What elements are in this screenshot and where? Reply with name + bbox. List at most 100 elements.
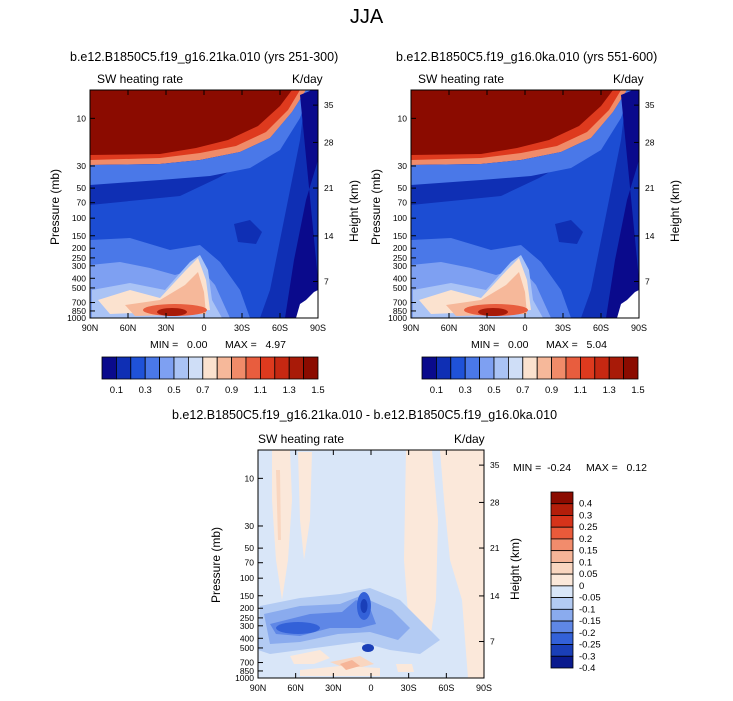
left-xtick-label: 30S	[234, 323, 250, 333]
left-cbar-box	[231, 356, 247, 380]
diff-max-label: MAX = 0.12	[586, 462, 647, 474]
diff-cbar-box	[550, 562, 574, 575]
right-ptick-label: 100	[393, 213, 407, 223]
left-ptick-label: 70	[77, 198, 87, 208]
left-cbar-box	[288, 356, 305, 380]
diff-cbar-box	[550, 655, 574, 669]
diff-ptick-label: 400	[240, 633, 254, 643]
right-htick-label: 14	[645, 231, 655, 241]
left-xtick-label: 90S	[310, 323, 326, 333]
figure-title: JJA	[349, 6, 384, 28]
left-ptick-label: 300	[72, 261, 86, 271]
diff-xtick-label: 60S	[438, 683, 454, 693]
left-ptick-label: 30	[77, 161, 87, 171]
diff-htick-label: 35	[490, 460, 500, 470]
left-ptick-label: 50	[77, 183, 87, 193]
left-min-label: MIN = 0.00	[150, 339, 208, 351]
diff-ptick-label: 70	[245, 558, 255, 568]
diff-htick-label: 14	[490, 591, 500, 601]
diff-cbar-box	[550, 491, 574, 505]
right-xtick-label: 30N	[479, 323, 496, 333]
diff-cbar-label: -0.05	[579, 593, 601, 604]
right-cbar-box	[435, 356, 452, 380]
diff-ptick-label: 150	[240, 591, 254, 601]
left-cbar-box	[159, 356, 175, 380]
diff-panel-title: b.e12.B1850C5.f19_g16.21ka.010 - b.e12.B…	[172, 408, 558, 422]
left-panel-variable-label: SW heating rate	[97, 72, 184, 86]
right-cbar-box	[450, 356, 466, 380]
left-ptick-label: 700	[72, 298, 86, 308]
right-cbar-label: 0.5	[487, 385, 500, 396]
diff-cbar-box	[550, 515, 574, 528]
right-cbar-label: 1.3	[603, 385, 616, 396]
left-htick-label: 14	[324, 231, 334, 241]
right-ptick-label: 30	[398, 161, 408, 171]
left-xtick-label: 60N	[120, 323, 137, 333]
left-cbar-label: 0.1	[110, 385, 123, 396]
colorbars: 0.1 0.3 0.5 0.7 0.9 1.1 1.3 1.5 0.1 0.3 0.5 0.7 0.9 1…	[101, 356, 645, 674]
diff-xtick-label: 30S	[401, 683, 417, 693]
left-ptick-label: 500	[72, 283, 86, 293]
diff-cbar-box	[550, 526, 574, 540]
diff-ptick-label: 850	[240, 666, 254, 676]
right-xtick-label: 90S	[631, 323, 647, 333]
left-cbar-label: 0.9	[225, 385, 238, 396]
left-cbar-box	[187, 356, 204, 380]
left-cbar-box	[116, 356, 132, 380]
diff-ptick-label: 700	[240, 658, 254, 668]
diff-ptick-label: 10	[245, 473, 255, 483]
left-htick-label: 7	[324, 277, 329, 287]
left-cbar-label: 0.3	[139, 385, 152, 396]
right-ptick-label: 500	[393, 283, 407, 293]
left-ptick-label: 100	[72, 213, 86, 223]
left-panel-title: b.e12.B1850C5.f19_g16.21ka.010 (yrs 251-…	[70, 50, 339, 64]
right-ptick-label: 10	[398, 113, 408, 123]
diff-cbar-label: 0.25	[579, 522, 598, 533]
left-cbar-box	[173, 356, 189, 380]
right-cbar-box	[536, 356, 553, 380]
right-panel-title: b.e12.B1850C5.f19_g16.0ka.010 (yrs 551-6…	[396, 50, 658, 64]
diff-cbar-box	[550, 608, 574, 622]
left-xtick-label: 0	[201, 323, 206, 333]
right-xtick-label: 30S	[555, 323, 571, 333]
right-cbar-box	[507, 356, 524, 380]
diff-heatmap	[258, 450, 484, 678]
right-ptick-label: 200	[393, 243, 407, 253]
left-cbar-label: 1.3	[283, 385, 296, 396]
diff-cbar-label: -0.2	[579, 628, 595, 639]
left-cbar-box	[130, 356, 146, 380]
right-cbar-label: 0.1	[430, 385, 443, 396]
diff-cbar-box	[550, 644, 574, 657]
diff-htick-label: 28	[490, 497, 500, 507]
left-cbar-box	[202, 356, 218, 380]
left-ptick-label: 10	[77, 113, 87, 123]
right-panel-units-label: K/day	[613, 72, 644, 86]
left-ptick-label: 1000	[67, 313, 86, 323]
left-cbar-box	[245, 356, 261, 380]
diff-xtick-label: 0	[368, 683, 373, 693]
diff-cbar-box	[550, 550, 574, 563]
left-cbar-label: 0.7	[196, 385, 209, 396]
right-htick-label: 35	[645, 100, 655, 110]
left-htick-label: 35	[324, 100, 334, 110]
right-panel-variable-label: SW heating rate	[418, 72, 505, 86]
diff-xtick-label: 90S	[476, 683, 492, 693]
diff-cbar-box	[550, 632, 574, 645]
left-cbar-label: 1.5	[311, 385, 324, 396]
right-ptick-label: 1000	[388, 313, 407, 323]
diff-cbar-box	[550, 585, 574, 598]
right-cbar-box	[479, 356, 495, 380]
diff-ptick-label: 30	[245, 521, 255, 531]
diff-cbar-label: 0.05	[579, 569, 598, 580]
right-htick-label: 28	[645, 137, 655, 147]
right-cbar-box	[623, 356, 639, 380]
diff-xtick-label: 30N	[325, 683, 342, 693]
diff-ptick-label: 50	[245, 543, 255, 553]
left-xtick-label: 30N	[158, 323, 175, 333]
left-htick-label: 28	[324, 137, 334, 147]
right-ptick-label: 50	[398, 183, 408, 193]
right-cbar-box	[421, 356, 437, 380]
diff-cbar-label: -0.1	[579, 604, 595, 615]
right-cbar-box	[493, 356, 509, 380]
diff-cbar-box	[550, 597, 574, 610]
